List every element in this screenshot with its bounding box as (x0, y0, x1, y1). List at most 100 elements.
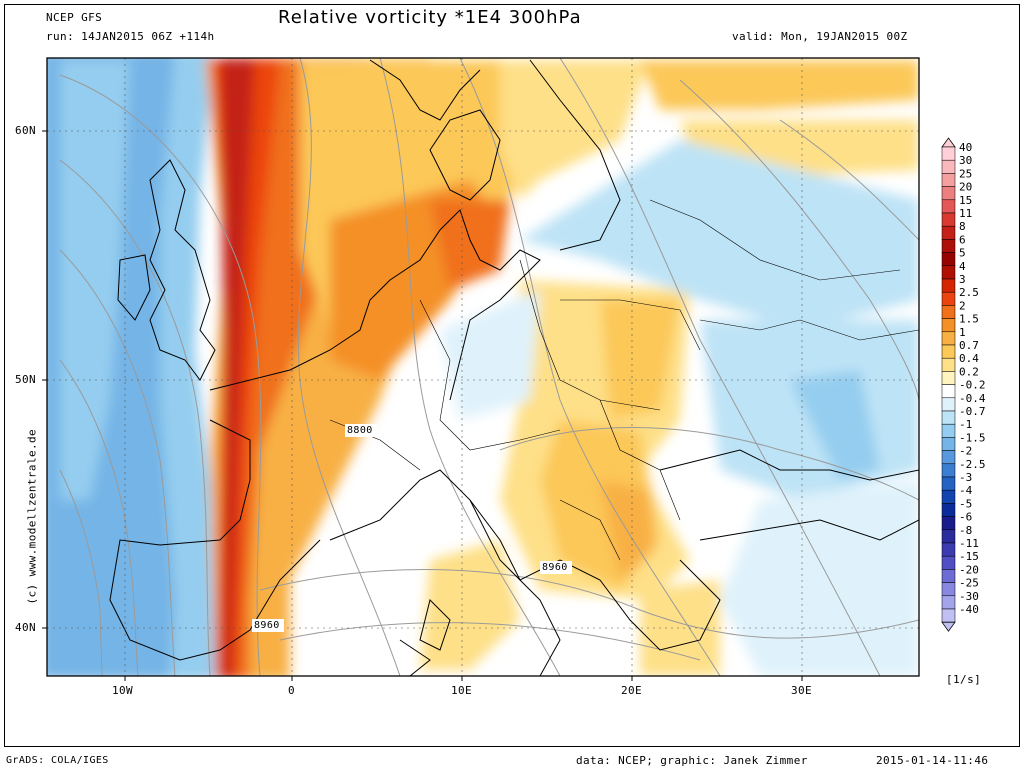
colorbar-label: 40 (959, 141, 972, 154)
coastlines (109, 59, 919, 676)
colorbar-label: 1 (959, 326, 966, 339)
colorbar-swatch (941, 344, 956, 359)
colorbar-swatch (941, 503, 956, 517)
axis-ticks (42, 130, 803, 681)
colorbar-label: 0.7 (959, 339, 979, 352)
contour-label: 8800 (347, 425, 373, 436)
vorticity-field (47, 58, 919, 676)
colorbar-swatch (941, 318, 956, 333)
lat-tick-label: 60N (15, 124, 37, 137)
colorbar-swatch (941, 173, 956, 187)
colorbar-label: 0.4 (959, 352, 979, 365)
colorbar-swatch (941, 542, 956, 557)
colorbar-swatch (941, 331, 956, 346)
colorbar-label: -2.5 (959, 458, 986, 471)
colorbar-label: -8 (959, 524, 972, 537)
geopotential-contours (59, 58, 919, 676)
colorbar-swatch (941, 476, 956, 491)
colorbar-swatch (941, 146, 956, 161)
colorbar-label: 25 (959, 167, 972, 180)
colorbar-label: 2 (959, 299, 966, 312)
colorbar-label: -3 (959, 471, 972, 484)
colorbar-label: 30 (959, 154, 972, 167)
colorbar-swatch (941, 186, 956, 201)
colorbar-swatch (941, 291, 956, 306)
colorbar-label: -5 (959, 497, 972, 510)
lon-tick-label: 30E (791, 684, 813, 697)
footer-timestamp: 2015-01-14-11:46 (876, 754, 989, 767)
colorbar-label: -4 (959, 484, 973, 497)
colorbar-label: -30 (959, 590, 979, 603)
colorbar-label: -25 (959, 577, 979, 590)
colorbar-swatch (941, 384, 956, 399)
colorbar-label: -0.4 (959, 392, 986, 405)
colorbar-label: 6 (959, 233, 966, 246)
footer-software: GrADS: COLA/IGES (6, 755, 109, 766)
colorbar-label: -1 (959, 418, 972, 431)
colorbar-label: -1.5 (959, 431, 986, 444)
colorbar-label: 5 (959, 247, 966, 260)
footer-credit: data: NCEP; graphic: Janek Zimmer (576, 754, 808, 767)
model-name: NCEP GFS (46, 11, 103, 24)
colorbar-swatch (941, 555, 956, 570)
colorbar-label: 3 (959, 273, 966, 286)
colorbar-label: -0.2 (959, 379, 986, 392)
contour-label: 8960 (254, 620, 280, 631)
colorbar-label: -20 (959, 563, 979, 576)
colorbar-label: 1.5 (959, 313, 979, 326)
lon-tick-label: 10E (451, 684, 473, 697)
watermark: (c) www.modellzentrale.de (25, 428, 39, 605)
colorbar-swatch (941, 463, 956, 478)
colorbar-unit: [1/s] (946, 673, 982, 686)
chart-title: Relative vorticity *1E4 300hPa (278, 7, 582, 28)
colorbar-min-arrow (941, 621, 956, 632)
colorbar-label: -0.7 (959, 405, 986, 418)
colorbar-swatch (941, 516, 956, 531)
colorbar-swatch (941, 410, 956, 425)
colorbar-swatch (941, 357, 956, 372)
colorbar-swatch (941, 569, 956, 583)
lat-tick-label: 50N (15, 373, 37, 386)
colorbar-label: -6 (959, 511, 972, 524)
colorbar-swatch (941, 595, 956, 610)
colorbar-label: 4 (959, 260, 966, 273)
colorbar-swatch (941, 582, 956, 597)
colorbar-swatch (941, 199, 956, 214)
lon-tick-label: 10W (112, 684, 134, 697)
run-info: run: 14JAN2015 06Z +114h (46, 30, 215, 43)
outer-frame-top (4, 4, 1020, 5)
colorbar-swatch (941, 437, 956, 451)
outer-frame-bottom (4, 746, 1020, 747)
colorbar-swatch (941, 371, 956, 385)
colorbar-label: 20 (959, 181, 972, 194)
graticule (47, 58, 919, 676)
outer-frame-right (1019, 4, 1020, 746)
colorbar-swatch (941, 529, 956, 544)
colorbar-swatch (941, 450, 956, 465)
plot-frame (46, 57, 920, 677)
colorbar-label: 11 (959, 207, 972, 220)
colorbar-swatch (941, 252, 956, 267)
colorbar-swatch (941, 225, 956, 240)
colorbar-swatch (941, 305, 956, 319)
colorbar-label: -11 (959, 537, 979, 550)
contour-label: 8960 (542, 562, 568, 573)
colorbar-label: 0.2 (959, 365, 979, 378)
colorbar-label: -40 (959, 603, 979, 616)
colorbar-max-arrow (941, 137, 956, 148)
colorbar-swatch (941, 397, 956, 412)
colorbar-swatch (941, 212, 956, 227)
colorbar-label: 15 (959, 194, 972, 207)
colorbar-swatch (941, 608, 956, 623)
colorbar-swatch (941, 278, 956, 293)
colorbar-swatch (941, 423, 956, 438)
colorbar-swatch (941, 239, 956, 253)
valid-time: valid: Mon, 19JAN2015 00Z (732, 30, 908, 43)
colorbar-label: 8 (959, 220, 966, 233)
colorbar-swatch (941, 489, 956, 504)
colorbar-label: -15 (959, 550, 979, 563)
outer-frame-left (4, 4, 5, 746)
colorbar-swatch (941, 265, 956, 280)
colorbar-label: 2.5 (959, 286, 979, 299)
